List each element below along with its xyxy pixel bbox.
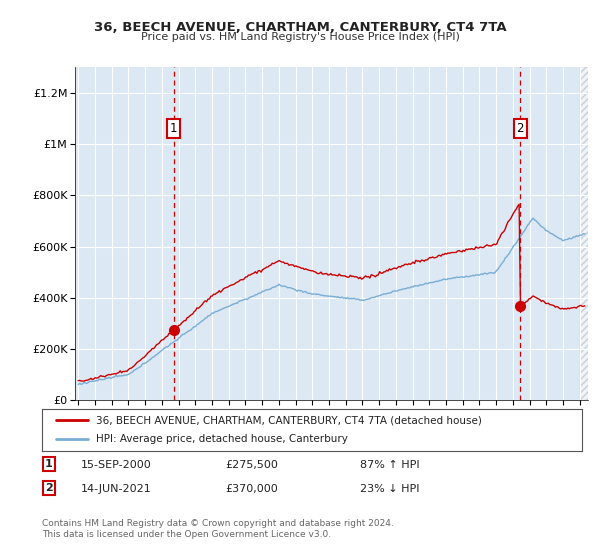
- Text: £370,000: £370,000: [225, 484, 278, 494]
- Text: Contains HM Land Registry data © Crown copyright and database right 2024.
This d: Contains HM Land Registry data © Crown c…: [42, 519, 394, 539]
- Text: 2: 2: [45, 483, 53, 493]
- Text: £275,500: £275,500: [225, 460, 278, 470]
- Text: 87% ↑ HPI: 87% ↑ HPI: [360, 460, 419, 470]
- Text: Price paid vs. HM Land Registry's House Price Index (HPI): Price paid vs. HM Land Registry's House …: [140, 32, 460, 43]
- Text: 36, BEECH AVENUE, CHARTHAM, CANTERBURY, CT4 7TA (detached house): 36, BEECH AVENUE, CHARTHAM, CANTERBURY, …: [96, 415, 482, 425]
- Text: 1: 1: [170, 122, 178, 135]
- Text: HPI: Average price, detached house, Canterbury: HPI: Average price, detached house, Cant…: [96, 434, 348, 444]
- Text: 15-SEP-2000: 15-SEP-2000: [81, 460, 152, 470]
- Bar: [580, 67, 596, 400]
- Text: 23% ↓ HPI: 23% ↓ HPI: [360, 484, 419, 494]
- Text: 36, BEECH AVENUE, CHARTHAM, CANTERBURY, CT4 7TA: 36, BEECH AVENUE, CHARTHAM, CANTERBURY, …: [94, 21, 506, 34]
- Text: 14-JUN-2021: 14-JUN-2021: [81, 484, 152, 494]
- Text: 1: 1: [45, 459, 53, 469]
- Text: 2: 2: [517, 122, 524, 135]
